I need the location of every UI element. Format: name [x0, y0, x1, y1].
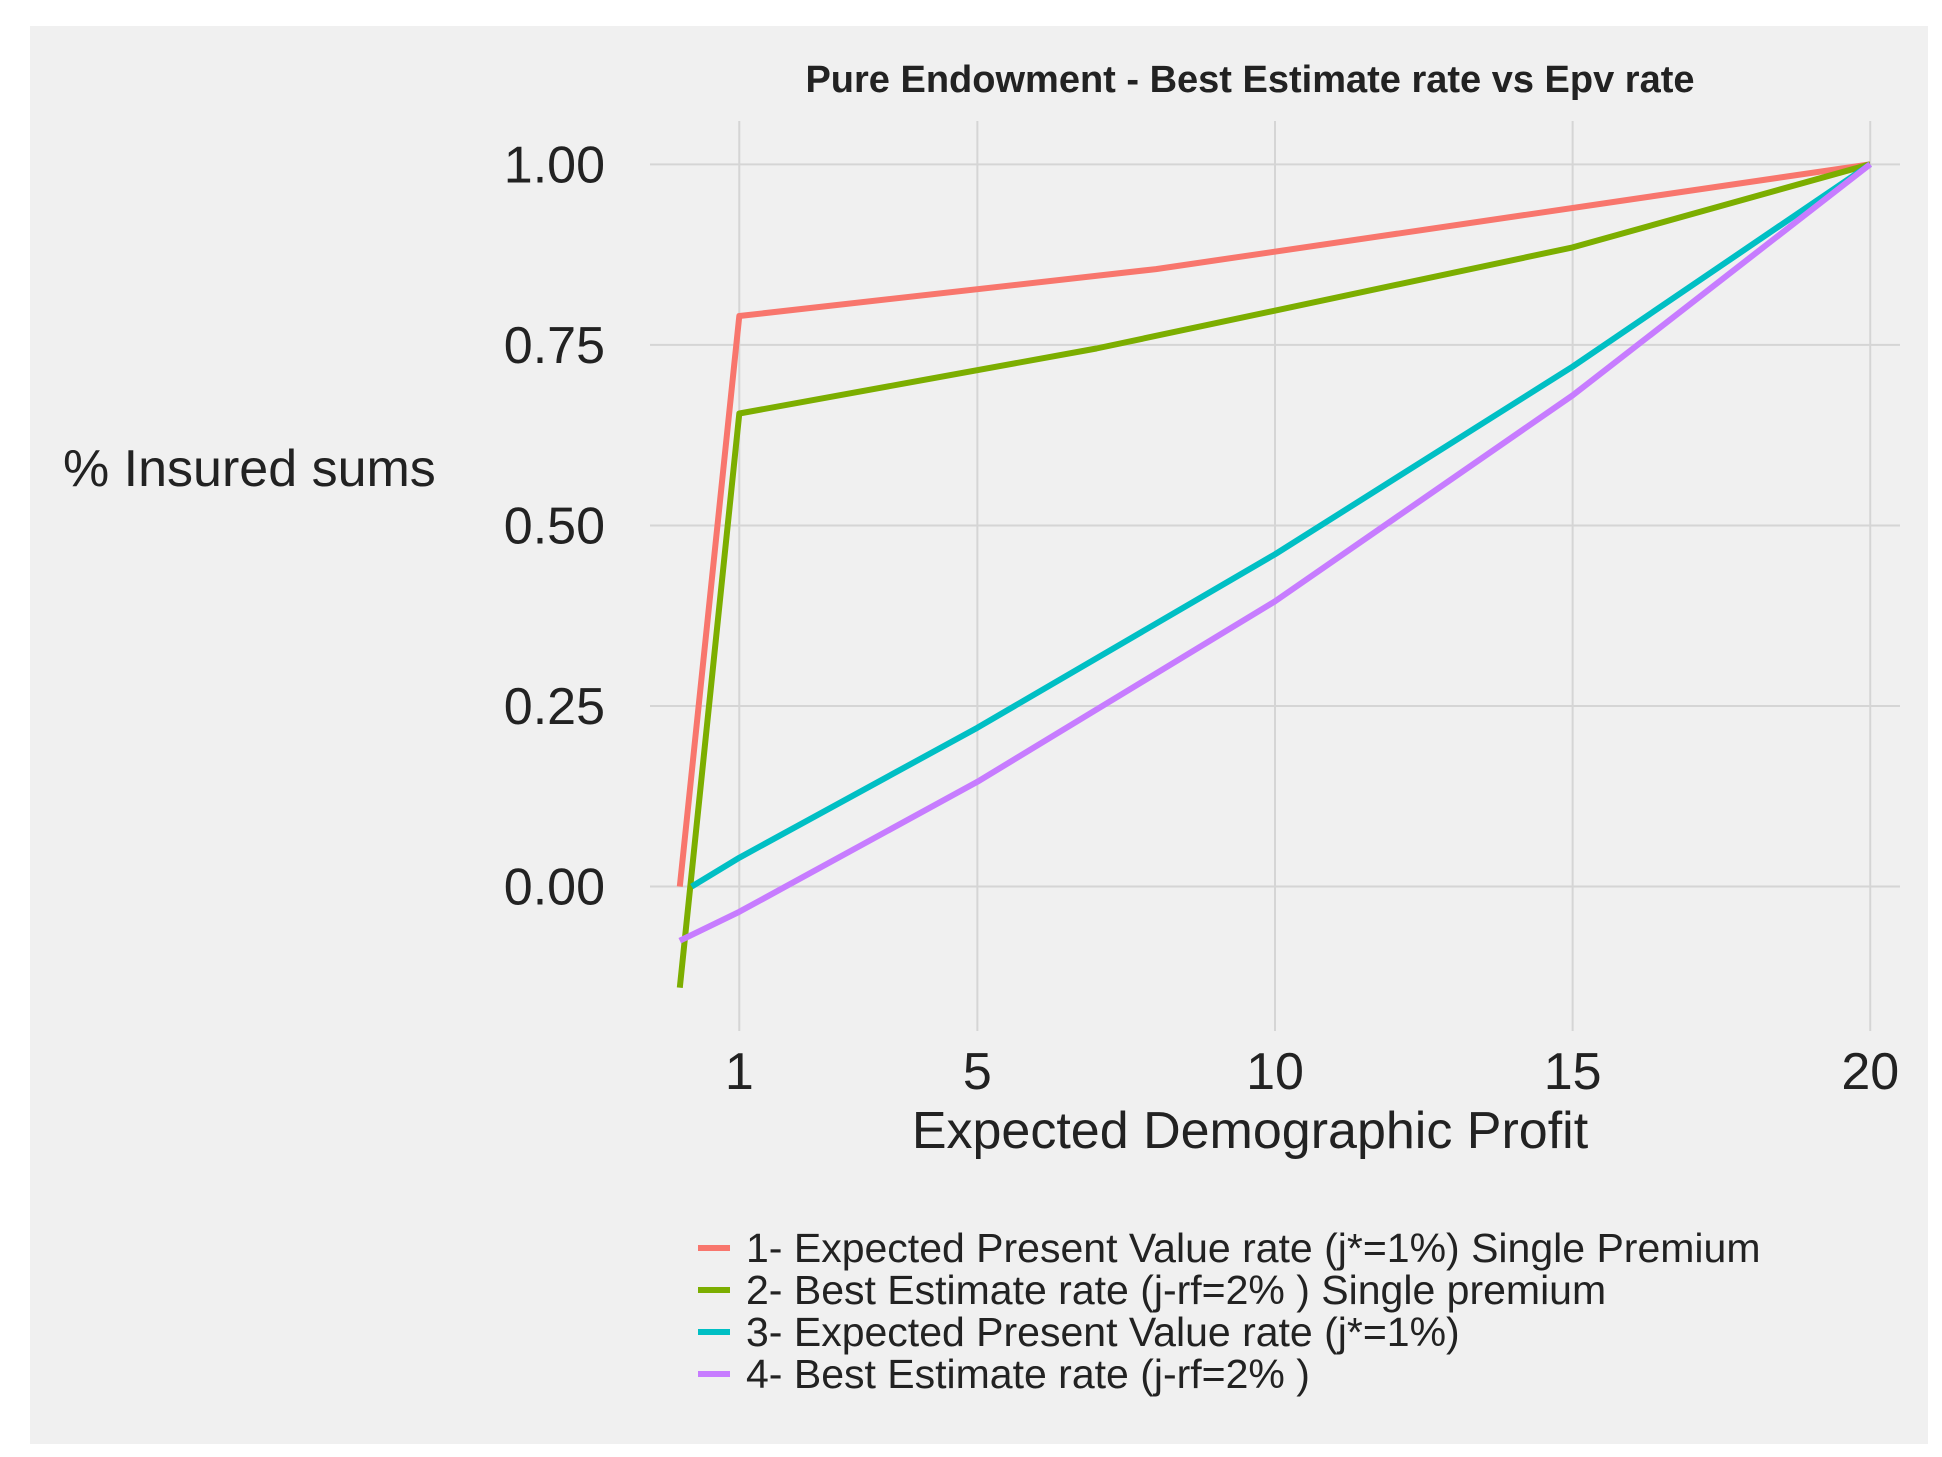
series-line-2: [676, 161, 1872, 989]
y-tick-label: 1.00: [504, 136, 605, 194]
x-tick-label: 5: [963, 1043, 992, 1101]
series-lines: [676, 161, 1873, 989]
gridlines: [650, 121, 1900, 1031]
legend: 1- Expected Present Value rate (j*=1%) S…: [698, 1225, 1760, 1397]
line-chart: 0.000.250.500.751.00 1 5 10 15 20 Pure Endow…: [63, 59, 1900, 1397]
y-axis-title: % Insured sums: [63, 440, 436, 498]
series-line-4: [678, 161, 1873, 944]
series-line-3: [690, 161, 1872, 890]
chart-title: Pure Endowment - Best Estimate rate vs E…: [805, 59, 1694, 101]
x-tick-label: 1: [725, 1043, 754, 1101]
y-axis-ticks: 0.00 0.25 0.50 0.75 1.00: [504, 136, 605, 916]
y-tick-label: 0.50: [504, 497, 605, 555]
legend-label-4: 4- Best Estimate rate (j-rf=2% ): [746, 1351, 1310, 1397]
x-tick-label: 20: [1841, 1043, 1899, 1101]
y-tick-label: 0.75: [504, 317, 605, 375]
x-tick-label: 10: [1246, 1043, 1304, 1101]
legend-label-3: 3- Expected Present Value rate (j*=1%): [746, 1309, 1460, 1355]
x-axis-ticks: 1 5 10 15 20: [725, 1043, 1899, 1101]
y-tick-label: 0.00: [504, 859, 605, 917]
y-tick-label: 0.25: [504, 678, 605, 736]
legend-label-2: 2- Best Estimate rate (j-rf=2% ) Single …: [746, 1267, 1606, 1313]
legend-label-1: 1- Expected Present Value rate (j*=1%) S…: [746, 1225, 1760, 1271]
series-line-1: [676, 161, 1871, 887]
x-tick-label: 15: [1544, 1043, 1602, 1101]
chart-panel: 0.00 0.25 0.50 0.75 1.00 1 5 10 15 20 Pure Endow…: [30, 26, 1928, 1444]
x-axis-title: Expected Demographic Profit: [912, 1102, 1589, 1160]
